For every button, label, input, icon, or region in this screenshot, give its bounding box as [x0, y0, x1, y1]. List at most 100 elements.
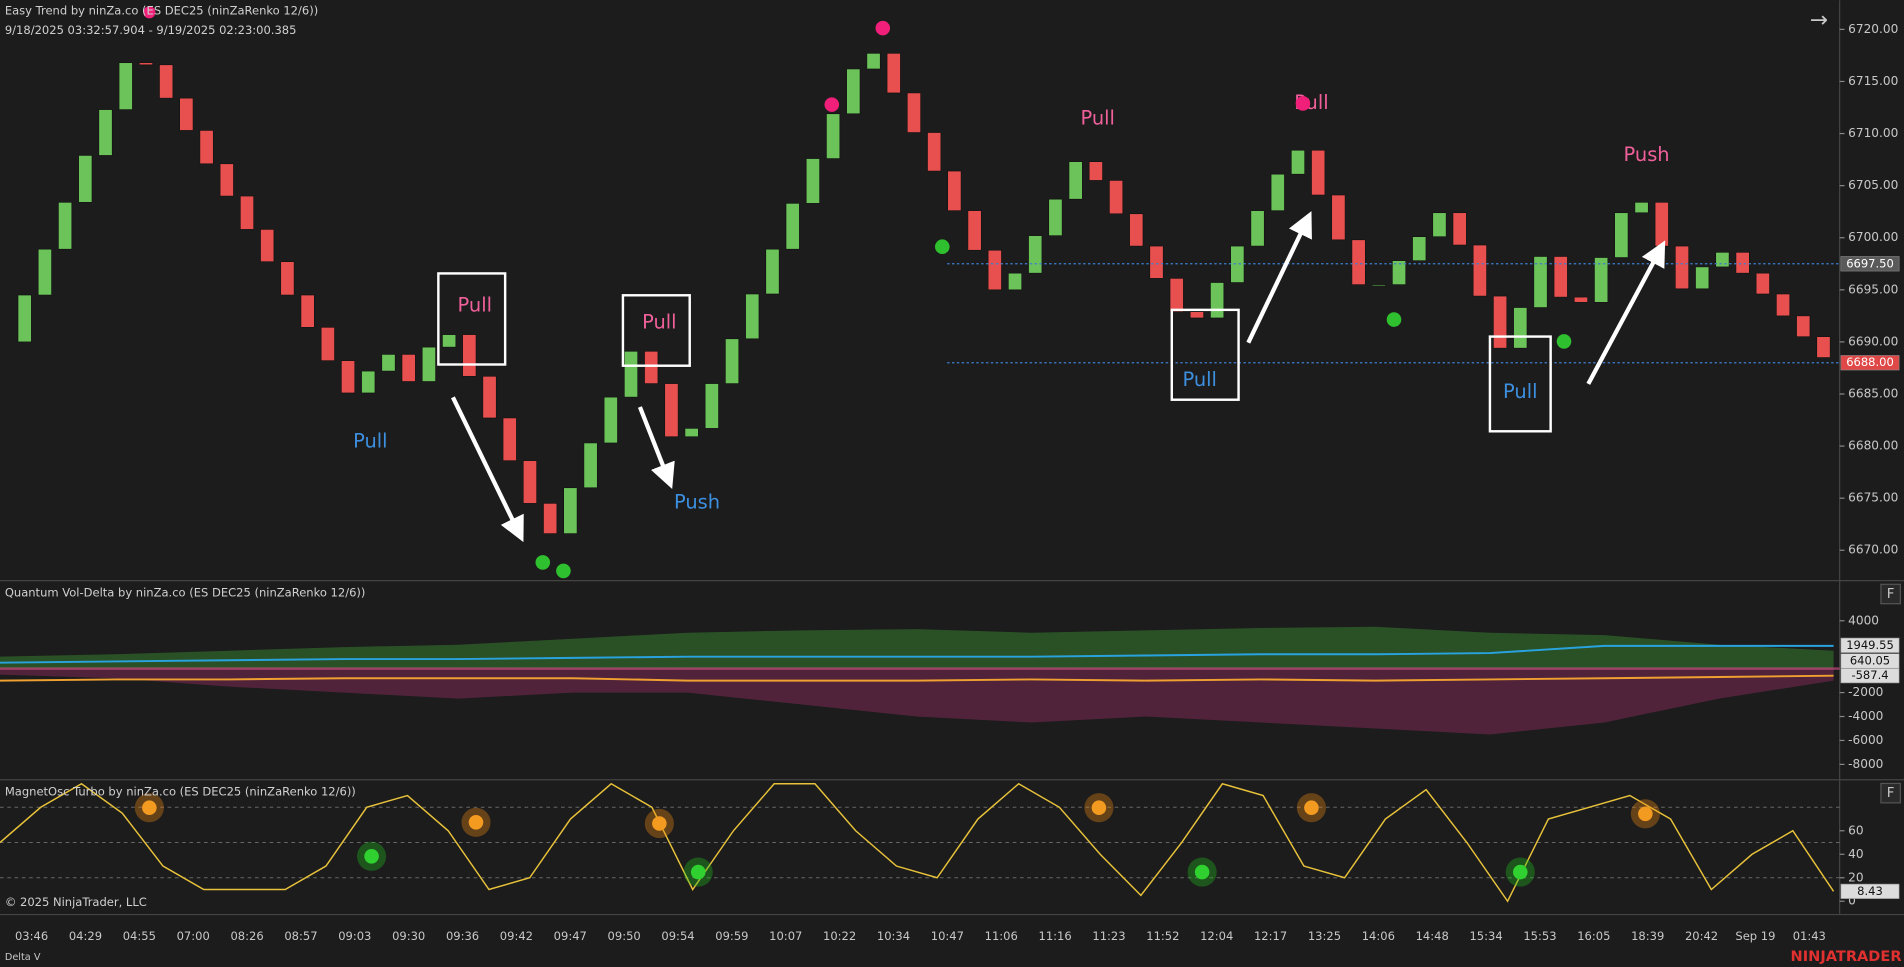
- x-tick-label: 09:42: [500, 929, 533, 943]
- y-tick-label: 40: [1848, 847, 1863, 861]
- x-tick-label: 11:16: [1039, 929, 1072, 943]
- x-tick-label: 01:43: [1793, 929, 1826, 943]
- brick: [482, 375, 497, 419]
- dot: [556, 563, 571, 579]
- brick: [1493, 295, 1508, 349]
- brick: [381, 354, 396, 372]
- y-tick-label: -8000: [1848, 757, 1883, 771]
- annotation: Pull: [1503, 380, 1537, 403]
- brick: [644, 350, 659, 384]
- brick: [1149, 245, 1164, 279]
- brick: [138, 62, 153, 66]
- brick: [1472, 244, 1487, 297]
- value-box-label: 640.05: [1850, 653, 1890, 667]
- brick: [1573, 296, 1588, 303]
- brick: [240, 195, 254, 230]
- annotation: Push: [674, 490, 720, 513]
- y-tick-label: 6690.00: [1848, 334, 1898, 348]
- brick: [886, 53, 901, 94]
- brick: [704, 383, 719, 429]
- y-tick-label: -2000: [1848, 685, 1883, 699]
- x-tick-label: 16:05: [1577, 929, 1610, 943]
- y-tick-label: 6705.00: [1848, 178, 1898, 192]
- button-label[interactable]: F: [1887, 786, 1895, 801]
- annotation: Pull: [1182, 368, 1216, 391]
- x-tick-label: 12:17: [1254, 929, 1287, 943]
- brick: [1816, 336, 1831, 358]
- brick: [745, 293, 760, 340]
- signal-dots: [143, 6, 1572, 579]
- x-tick-label: 11:06: [985, 929, 1018, 943]
- brick: [987, 249, 1002, 291]
- brick: [260, 229, 275, 262]
- panel-title: Easy Trend by ninZa.co (ES DEC25 (ninZaR…: [5, 4, 318, 18]
- y-tick-label: 6695.00: [1848, 282, 1898, 296]
- dot: [143, 6, 156, 19]
- brick: [341, 360, 356, 394]
- button-label[interactable]: F: [1887, 587, 1895, 602]
- dot: [364, 849, 379, 864]
- y-tick-label: 6685.00: [1848, 386, 1898, 400]
- brick: [1695, 266, 1710, 290]
- y-tick-label: 6680.00: [1848, 439, 1898, 453]
- brick: [1129, 213, 1144, 247]
- annotation: Pull: [642, 311, 676, 334]
- line: [0, 644, 1834, 664]
- button[interactable]: [1880, 782, 1901, 804]
- arrows: [451, 211, 1666, 543]
- button[interactable]: [1880, 583, 1901, 605]
- plot: 6670.00 6675.00 6680.00 6685.00 6690.00 6695.…: [0, 22, 1900, 943]
- dot: [824, 97, 840, 112]
- y-tick-label: 6720.00: [1848, 22, 1898, 36]
- brick: [522, 460, 537, 504]
- x-tick-label: 08:57: [284, 929, 317, 943]
- x-tick-label: 10:47: [931, 929, 964, 943]
- arrow-button[interactable]: →: [1810, 8, 1828, 33]
- arrow: [1246, 211, 1312, 344]
- brick: [280, 261, 295, 296]
- x-tick-label: 15:53: [1523, 929, 1556, 943]
- x-tick-label: 18:39: [1631, 929, 1664, 943]
- y-tick-label: -6000: [1848, 733, 1883, 747]
- brick: [1796, 315, 1811, 338]
- pattern-boxes: [437, 272, 1552, 433]
- brick: [58, 202, 73, 250]
- x-tick-label: 11:52: [1146, 929, 1179, 943]
- x-tick-label: 04:55: [123, 929, 156, 943]
- annotation: Pull: [458, 294, 492, 317]
- value-box-label: 6688.00: [1846, 355, 1894, 369]
- x-tick-label: 14:48: [1416, 929, 1449, 943]
- brick: [1371, 284, 1386, 287]
- box: [1488, 335, 1552, 433]
- brick: [866, 53, 881, 70]
- arrow: [451, 396, 524, 543]
- brick: [159, 64, 174, 99]
- brick: [1351, 239, 1366, 285]
- y-tick-label: 20: [1848, 870, 1863, 884]
- value-box: [1840, 668, 1900, 684]
- x-tick-label: 09:50: [608, 929, 641, 943]
- brick: [1331, 194, 1346, 241]
- brick: [1109, 180, 1124, 215]
- x-tick-label: 09:47: [554, 929, 587, 943]
- brick: [1675, 245, 1689, 290]
- value-box-label: -587.4: [1851, 668, 1888, 682]
- brick: [442, 334, 457, 348]
- annotation: Pull: [353, 430, 387, 453]
- brick: [219, 163, 234, 197]
- brick: [805, 158, 820, 204]
- x-tick-label: 09:59: [715, 929, 748, 943]
- brick: [1250, 210, 1265, 247]
- separators: [0, 0, 1904, 916]
- line: [0, 674, 1834, 682]
- brick: [118, 62, 133, 110]
- x-tick-label: 10:07: [769, 929, 802, 943]
- value-box-label: 6697.50: [1846, 256, 1894, 270]
- y-tick-label: 0: [1848, 894, 1856, 908]
- value-box: [1840, 883, 1900, 899]
- brick: [1755, 272, 1770, 295]
- brick: [179, 97, 194, 131]
- brick: [846, 68, 861, 115]
- x-tick-label: 10:34: [877, 929, 910, 943]
- brick: [78, 155, 93, 203]
